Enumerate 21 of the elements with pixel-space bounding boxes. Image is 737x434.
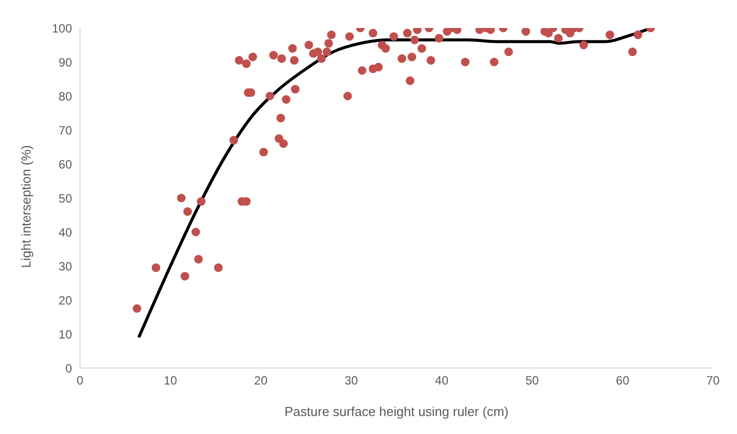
y-tick-label: 30: [58, 259, 72, 274]
x-tick-label: 40: [435, 374, 449, 388]
x-tick-label: 0: [76, 374, 84, 388]
x-tick-label: 30: [344, 374, 358, 388]
y-tick-label: 80: [58, 89, 72, 104]
y-tick-label: 100: [52, 21, 72, 36]
y-tick-label: 90: [58, 55, 72, 70]
x-tick-label: 20: [254, 374, 268, 388]
y-tick-label: 10: [58, 327, 72, 342]
y-tick-label: 40: [58, 225, 72, 240]
x-tick-label: 10: [164, 374, 178, 388]
x-tick-label: 50: [525, 374, 540, 388]
x-tick-label: 70: [706, 374, 720, 388]
y-tick-label: 20: [58, 293, 72, 308]
x-tick-label: 60: [616, 374, 630, 388]
y-axis-title: Light interseption (%): [18, 145, 34, 268]
y-tick-label: 70: [58, 123, 72, 138]
y-tick-label: 0: [65, 361, 72, 376]
y-tick-label: 50: [58, 191, 72, 206]
y-tick-label: 60: [58, 157, 72, 172]
x-axis-title: Pasture surface height using ruler (cm): [284, 404, 508, 419]
